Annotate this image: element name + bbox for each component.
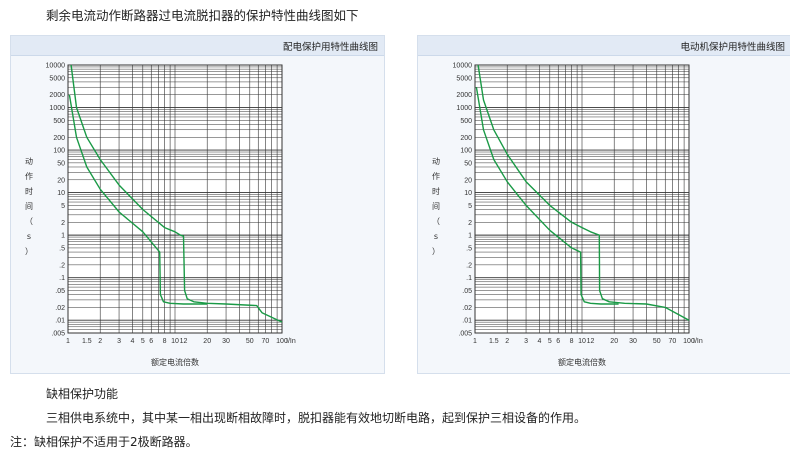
x-tick-label: 70	[669, 338, 677, 345]
y-tick-label: .01	[462, 318, 472, 325]
x-tick-label: 3	[117, 338, 121, 345]
x-tick-label: 4	[130, 338, 134, 345]
y-tick-label: 5	[61, 203, 65, 210]
y-tick-label: 2000	[49, 92, 65, 99]
x-axis-unit: I/In	[286, 338, 296, 345]
y-tick-label: 200	[53, 135, 65, 142]
x-tick-label: 70	[262, 338, 270, 345]
x-tick-label: 2	[98, 338, 102, 345]
y-tick-label: .005	[458, 331, 472, 338]
x-tick-label: 50	[246, 338, 254, 345]
y-tick-label: 10000	[46, 63, 66, 70]
y-axis-label: 动作时间（ s）	[432, 156, 440, 256]
x-tick-label: 8	[163, 338, 167, 345]
chart-distribution-protection: 10000500020001000500200100502010521.5.2.…	[25, 63, 296, 368]
x-tick-label: 20	[610, 338, 618, 345]
y-tick-label: .005	[51, 331, 65, 338]
chart-title: 电动机保护用特性曲线图	[680, 42, 785, 53]
y-tick-label: 10	[57, 190, 65, 197]
y-tick-label: .5	[59, 245, 65, 252]
y-tick-label: .1	[466, 275, 472, 282]
x-tick-label: 5	[548, 338, 552, 345]
x-tick-label: 3	[524, 338, 528, 345]
section-body: 三相供电系统中，其中某一相出现断相故障时，脱扣器能有效地切断电路，起到保护三相设…	[46, 411, 587, 425]
footnote: 注：缺相保护不适用于2极断路器。	[10, 435, 198, 449]
y-tick-label: 500	[460, 118, 472, 125]
y-tick-label: 50	[464, 160, 472, 167]
x-tick-label: 100	[683, 338, 695, 345]
y-tick-label: 10000	[453, 63, 473, 70]
series-line	[477, 64, 690, 321]
x-tick-label: 6	[556, 338, 560, 345]
x-tick-label: 10	[171, 338, 179, 345]
y-tick-label: 5	[468, 203, 472, 210]
y-tick-label: 2000	[456, 92, 472, 99]
y-tick-label: .01	[55, 318, 65, 325]
y-tick-label: 20	[57, 177, 65, 184]
plot-frame	[474, 64, 690, 334]
y-tick-label: .5	[466, 245, 472, 252]
y-tick-label: 2	[61, 220, 65, 227]
x-tick-label: 4	[537, 338, 541, 345]
x-axis-label: 额定电流倍数	[151, 357, 199, 367]
y-tick-label: .2	[466, 262, 472, 269]
x-tick-label: 5	[141, 338, 145, 345]
y-tick-label: .05	[55, 288, 65, 295]
x-tick-label: 1	[473, 338, 477, 345]
y-tick-label: 100	[460, 148, 472, 155]
panel-header: 电动机保护用特性曲线图	[418, 36, 790, 56]
y-tick-label: .2	[59, 262, 65, 269]
y-tick-label: 2	[468, 220, 472, 227]
series-line	[475, 87, 619, 305]
y-tick-label: 5000	[456, 75, 472, 82]
x-tick-label: 1.5	[82, 338, 92, 345]
series-line	[68, 94, 208, 305]
x-tick-label: 50	[653, 338, 661, 345]
x-tick-label: 30	[222, 338, 230, 345]
y-tick-label: 500	[53, 118, 65, 125]
x-axis-unit: I/In	[693, 338, 703, 345]
plot-frame	[67, 64, 283, 334]
x-tick-label: 30	[629, 338, 637, 345]
panel-header: 配电保护用特性曲线图	[11, 36, 384, 56]
y-tick-label: .05	[462, 288, 472, 295]
x-tick-label: 12	[180, 338, 188, 345]
chart-motor-protection: 10000500020001000500200100502010521.5.2.…	[432, 63, 703, 368]
x-tick-label: 2	[505, 338, 509, 345]
x-tick-label: 10	[578, 338, 586, 345]
y-tick-label: 20	[464, 177, 472, 184]
x-tick-label: 8	[570, 338, 574, 345]
y-tick-label: .1	[59, 275, 65, 282]
section-title: 缺相保护功能	[46, 387, 119, 401]
x-tick-label: 6	[149, 338, 153, 345]
x-tick-label: 100	[276, 338, 288, 345]
y-tick-label: 1000	[49, 105, 65, 112]
chart-panel-distribution: 配电保护用特性曲线图 10000 5000 2000 1000 500 200 100 50 2…	[10, 35, 385, 374]
y-tick-label: .02	[462, 305, 472, 312]
page-heading: 剩余电流动作断路器过电流脱扣器的保护特性曲线图如下	[46, 8, 359, 23]
x-tick-label: 12	[587, 338, 595, 345]
x-tick-label: 20	[203, 338, 211, 345]
chart-title: 配电保护用特性曲线图	[282, 42, 378, 53]
y-axis-label: 动作时间（ s）	[25, 156, 33, 256]
x-axis-label: 额定电流倍数	[558, 357, 606, 367]
x-tick-label: 1.5	[489, 338, 499, 345]
y-tick-label: .02	[55, 305, 65, 312]
series-line	[70, 64, 283, 323]
y-tick-label: 10	[464, 190, 472, 197]
y-tick-label: 50	[57, 160, 65, 167]
y-tick-label: 1	[61, 233, 65, 240]
x-tick-label: 1	[66, 338, 70, 345]
y-tick-label: 5000	[49, 75, 65, 82]
y-tick-label: 1	[468, 233, 472, 240]
y-tick-label: 1000	[456, 105, 472, 112]
y-tick-label: 100	[53, 148, 65, 155]
y-tick-label: 200	[460, 135, 472, 142]
chart-panel-motor: 电动机保护用特性曲线图 10000 5000 2000 1000 500 200 100 50…	[417, 35, 790, 374]
